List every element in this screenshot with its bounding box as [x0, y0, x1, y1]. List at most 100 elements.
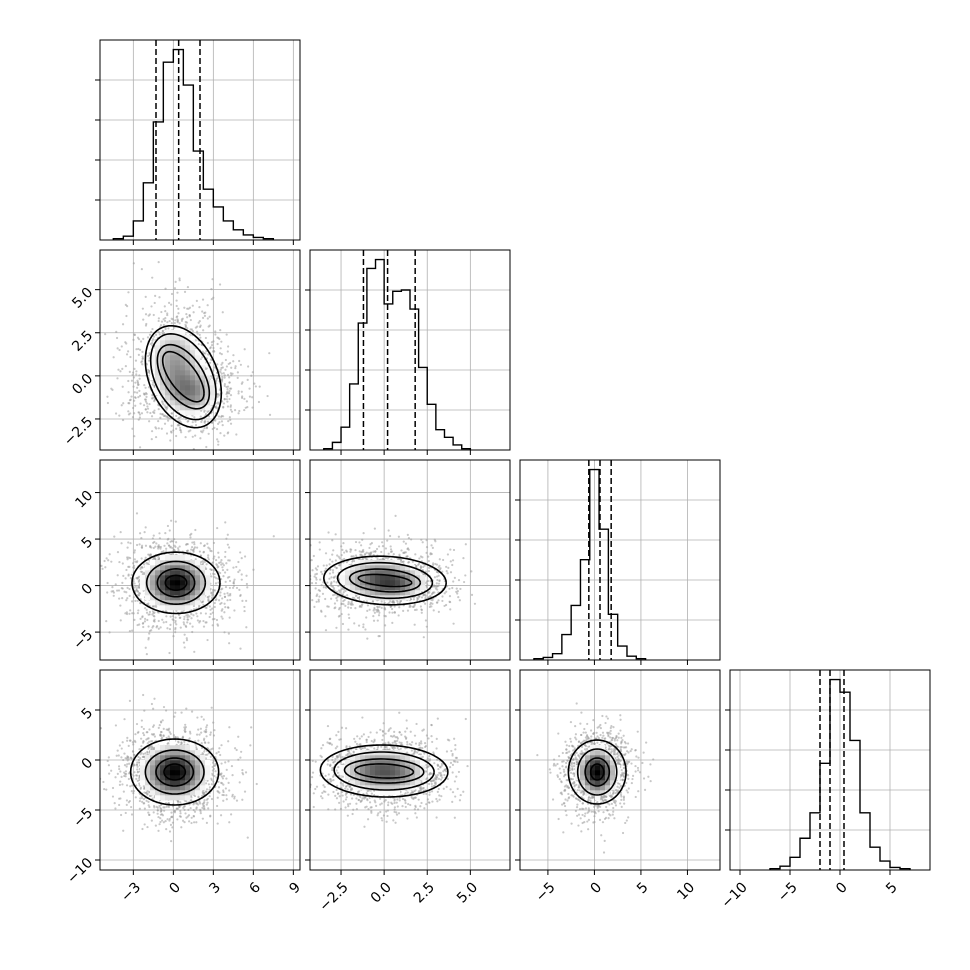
scatter-point: [383, 606, 386, 610]
density-cell: [200, 365, 206, 371]
scatter-point: [225, 798, 228, 801]
scatter-point: [337, 584, 340, 588]
scatter-point: [157, 555, 160, 559]
scatter-point: [448, 600, 451, 603]
scatter-point: [207, 596, 210, 599]
scatter-point: [150, 397, 154, 400]
scatter-point: [186, 285, 190, 289]
scatter-point: [231, 773, 234, 777]
density-cell: [350, 565, 356, 571]
scatter-point: [153, 409, 156, 412]
density-cell: [195, 405, 201, 411]
density-cell: [190, 395, 196, 401]
scatter-point: [133, 771, 136, 774]
scatter-point: [132, 562, 135, 565]
scatter-point: [193, 541, 196, 544]
scatter-point: [440, 795, 443, 798]
density-cell: [150, 575, 156, 581]
density-cell: [170, 390, 176, 396]
scatter-point: [243, 348, 246, 351]
scatter-point: [157, 427, 160, 430]
scatter-point: [162, 402, 165, 406]
scatter-point: [103, 788, 106, 791]
density-cell: [200, 595, 206, 601]
scatter-point: [183, 726, 186, 729]
scatter-point: [123, 764, 127, 767]
scatter-point: [162, 621, 165, 624]
contour-line: [322, 555, 448, 606]
scatter-point: [435, 585, 438, 588]
scatter-point: [327, 793, 330, 796]
scatter-point: [422, 792, 425, 795]
scatter-point: [377, 614, 381, 617]
density-cell: [165, 340, 171, 346]
scatter-point: [124, 770, 128, 773]
scatter-point: [223, 398, 226, 401]
scatter-point: [337, 555, 340, 558]
scatter-point: [431, 599, 434, 602]
scatter-point: [177, 613, 181, 617]
scatter-point: [166, 416, 169, 419]
scatter-point: [220, 775, 223, 778]
scatter-point: [350, 555, 353, 558]
scatter-point: [206, 801, 209, 804]
panel-content: [310, 670, 510, 870]
density-cell: [175, 350, 181, 356]
scatter-point: [145, 402, 149, 405]
density-cell: [175, 745, 181, 751]
scatter-point: [166, 313, 169, 317]
scatter-point: [130, 805, 133, 809]
scatter-point: [118, 803, 121, 807]
scatter-point: [221, 375, 224, 379]
scatter-point: [118, 783, 122, 786]
scatter-point: [141, 307, 144, 310]
density-cell: [145, 570, 151, 576]
scatter-point: [218, 283, 222, 286]
density-cell: [150, 760, 156, 766]
scatter-point: [142, 318, 145, 321]
scatter-panel: [95, 249, 301, 455]
scatter-point: [207, 554, 210, 557]
scatter-point: [390, 550, 394, 553]
density-cell: [150, 585, 156, 591]
scatter-point: [208, 315, 211, 318]
scatter-point: [370, 811, 373, 814]
scatter-point: [191, 330, 195, 333]
scatter-point: [376, 557, 379, 561]
scatter-point: [143, 617, 147, 620]
scatter-point: [129, 577, 132, 580]
scatter-point: [141, 755, 144, 759]
scatter-point: [416, 598, 419, 601]
contour-line: [131, 551, 221, 615]
scatter-point: [232, 566, 235, 569]
scatter-point: [175, 316, 178, 319]
scatter-point: [190, 816, 193, 819]
scatter-point: [214, 762, 217, 765]
scatter-point: [434, 587, 437, 590]
scatter-point: [125, 803, 128, 807]
scatter-point: [268, 352, 271, 355]
scatter-point: [441, 599, 444, 603]
scatter-point: [314, 567, 317, 570]
scatter-point: [384, 556, 388, 560]
scatter-point: [187, 808, 190, 811]
scatter-point: [124, 577, 127, 580]
scatter-point: [177, 741, 180, 744]
scatter-point: [329, 582, 333, 586]
scatter-point: [138, 377, 141, 380]
scatter-point: [338, 557, 341, 560]
density-cell: [160, 585, 166, 591]
scatter-point: [185, 313, 188, 316]
scatter-point: [108, 631, 111, 634]
scatter-point: [196, 619, 200, 622]
scatter-point: [381, 738, 384, 742]
scatter-point: [149, 411, 152, 415]
scatter-point: [154, 294, 157, 297]
density-cell: [165, 380, 171, 386]
scatter-point: [142, 693, 145, 697]
scatter-point: [142, 625, 145, 629]
scatter-point: [228, 389, 231, 393]
density-cell: [415, 590, 421, 596]
scatter-point: [121, 581, 124, 585]
scatter-point: [178, 426, 182, 429]
